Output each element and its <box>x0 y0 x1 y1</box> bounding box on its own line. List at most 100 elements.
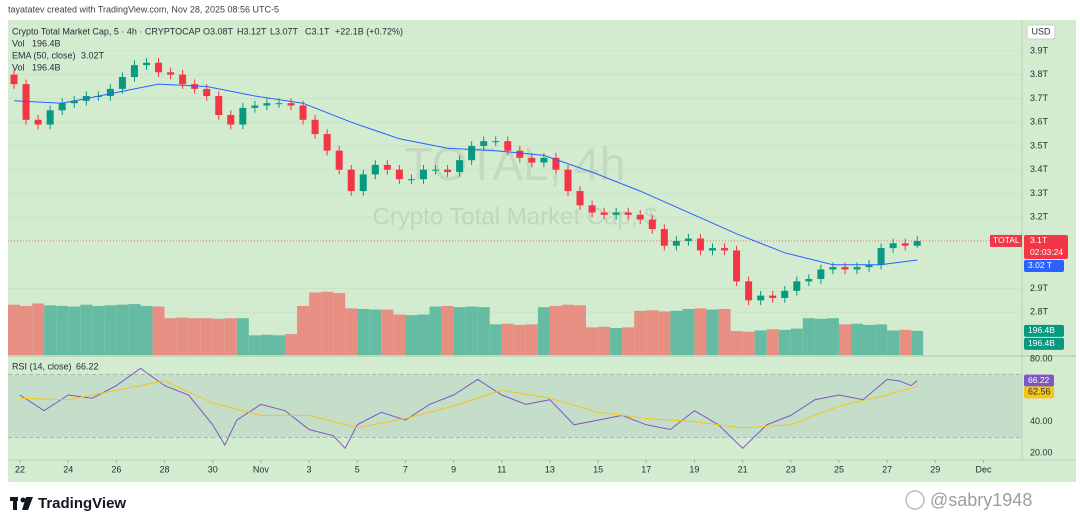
candle-body <box>721 248 729 251</box>
volume-bar <box>754 330 767 355</box>
candle-body <box>142 62 150 66</box>
y-tick-label: 3.8T <box>1030 69 1049 79</box>
candle-body <box>600 212 608 215</box>
countdown: 02:03:24 <box>1030 247 1063 257</box>
y-tick-label: 80.00 <box>1030 353 1053 363</box>
volume-bar <box>718 308 731 355</box>
candle-body <box>167 72 175 75</box>
candle-body <box>552 157 560 170</box>
symbol-badge <box>990 234 1022 247</box>
y-tick-label: 20.00 <box>1030 447 1053 457</box>
indicator-value: 196.4B <box>32 38 61 48</box>
volume-bar <box>20 305 33 355</box>
candle-body <box>612 212 620 215</box>
chart-title: Crypto Total Market Cap, 5 · 4h · CRYPTO… <box>12 26 201 36</box>
volume-bar <box>826 318 839 355</box>
candle-body <box>263 103 271 106</box>
volume-bar <box>574 305 587 355</box>
volume-bar <box>802 318 815 355</box>
candle-body <box>432 169 440 171</box>
candle-body <box>359 174 367 192</box>
candle-body <box>853 267 861 270</box>
volume-bar <box>140 305 153 355</box>
candle-body <box>419 169 427 180</box>
volume-bar <box>272 335 285 355</box>
candle-body <box>251 105 259 108</box>
currency-button[interactable] <box>1026 24 1056 40</box>
volume-bar <box>285 334 298 355</box>
axis-badge <box>1024 386 1054 399</box>
volume-bar <box>453 307 466 355</box>
volume-bar <box>8 304 21 355</box>
ohlc-value: C3.1T <box>305 26 330 36</box>
y-tick-label: 3.3T <box>1030 188 1049 198</box>
volume-bar <box>694 308 707 355</box>
candle-body <box>889 243 897 249</box>
axis-badge-text: 3.02 T <box>1028 260 1052 270</box>
candle-body <box>323 134 331 151</box>
volume-bar <box>561 304 574 355</box>
rsi-ma-line <box>19 380 918 429</box>
volume-bar <box>814 318 827 355</box>
candle-body <box>287 103 295 106</box>
candle-body <box>492 141 500 143</box>
volume-bar <box>911 330 924 355</box>
candle-body <box>70 100 78 104</box>
chart-title: RSI (14, close) <box>12 361 72 371</box>
candle-body <box>34 119 42 125</box>
axis-badge-text: 196.4B <box>1028 338 1055 348</box>
candle-body <box>239 107 247 125</box>
x-tick-label: 15 <box>593 464 603 474</box>
volume-bar <box>838 324 851 355</box>
ohlc-value: +22.1B (+0.72%) <box>335 26 403 36</box>
volume-bar <box>68 306 81 355</box>
volume-bar <box>525 324 538 355</box>
logo-mark <box>13 497 17 510</box>
candle-body <box>371 164 379 175</box>
price-badge <box>1024 234 1068 259</box>
indicator-value: 3.02T <box>81 50 105 60</box>
volume-bar <box>417 314 430 355</box>
y-tick-label: 3.5T <box>1030 140 1049 150</box>
volume-bar <box>441 305 454 355</box>
x-tick-label: 24 <box>63 464 73 474</box>
volume-bar <box>260 334 273 355</box>
candle-body <box>58 103 66 111</box>
currency[interactable]: USD <box>1031 26 1051 36</box>
x-tick-label: 23 <box>786 464 796 474</box>
ohlc-value: O3.08T <box>203 26 234 36</box>
candle-body <box>588 205 596 213</box>
candle-body <box>468 145 476 161</box>
symbol-badge-text: TOTAL <box>993 235 1020 245</box>
x-tick-label: Dec <box>975 464 992 474</box>
volume-bar <box>887 330 900 355</box>
x-tick-label: 25 <box>834 464 844 474</box>
x-tick-label: 7 <box>403 464 408 474</box>
volume-bar <box>465 306 478 355</box>
candle-body <box>227 115 235 125</box>
candle-body <box>745 281 753 301</box>
candle-body <box>22 84 30 120</box>
candle-body <box>516 150 524 158</box>
volume-bar <box>32 303 45 355</box>
volume-bar <box>706 309 719 355</box>
watermark-description: Crypto Total Market Cap, $ <box>372 203 657 230</box>
axis-badge-text: 62.56 <box>1028 387 1051 397</box>
volume-bar <box>622 327 635 355</box>
volume-bar <box>790 328 803 355</box>
volume-bar <box>634 310 647 355</box>
volume-bar <box>345 308 358 355</box>
candle-body <box>817 269 825 279</box>
candle-body <box>636 214 644 220</box>
candle-body <box>841 267 849 270</box>
x-tick-label: 28 <box>160 464 170 474</box>
x-tick-label: 13 <box>545 464 555 474</box>
candle-body <box>347 169 355 192</box>
volume-bar <box>670 310 683 355</box>
rsi-line <box>19 367 918 450</box>
candle-body <box>564 169 572 192</box>
volume-bar <box>658 311 671 355</box>
axis-badge <box>1024 337 1064 350</box>
x-tick-label: 19 <box>689 464 699 474</box>
